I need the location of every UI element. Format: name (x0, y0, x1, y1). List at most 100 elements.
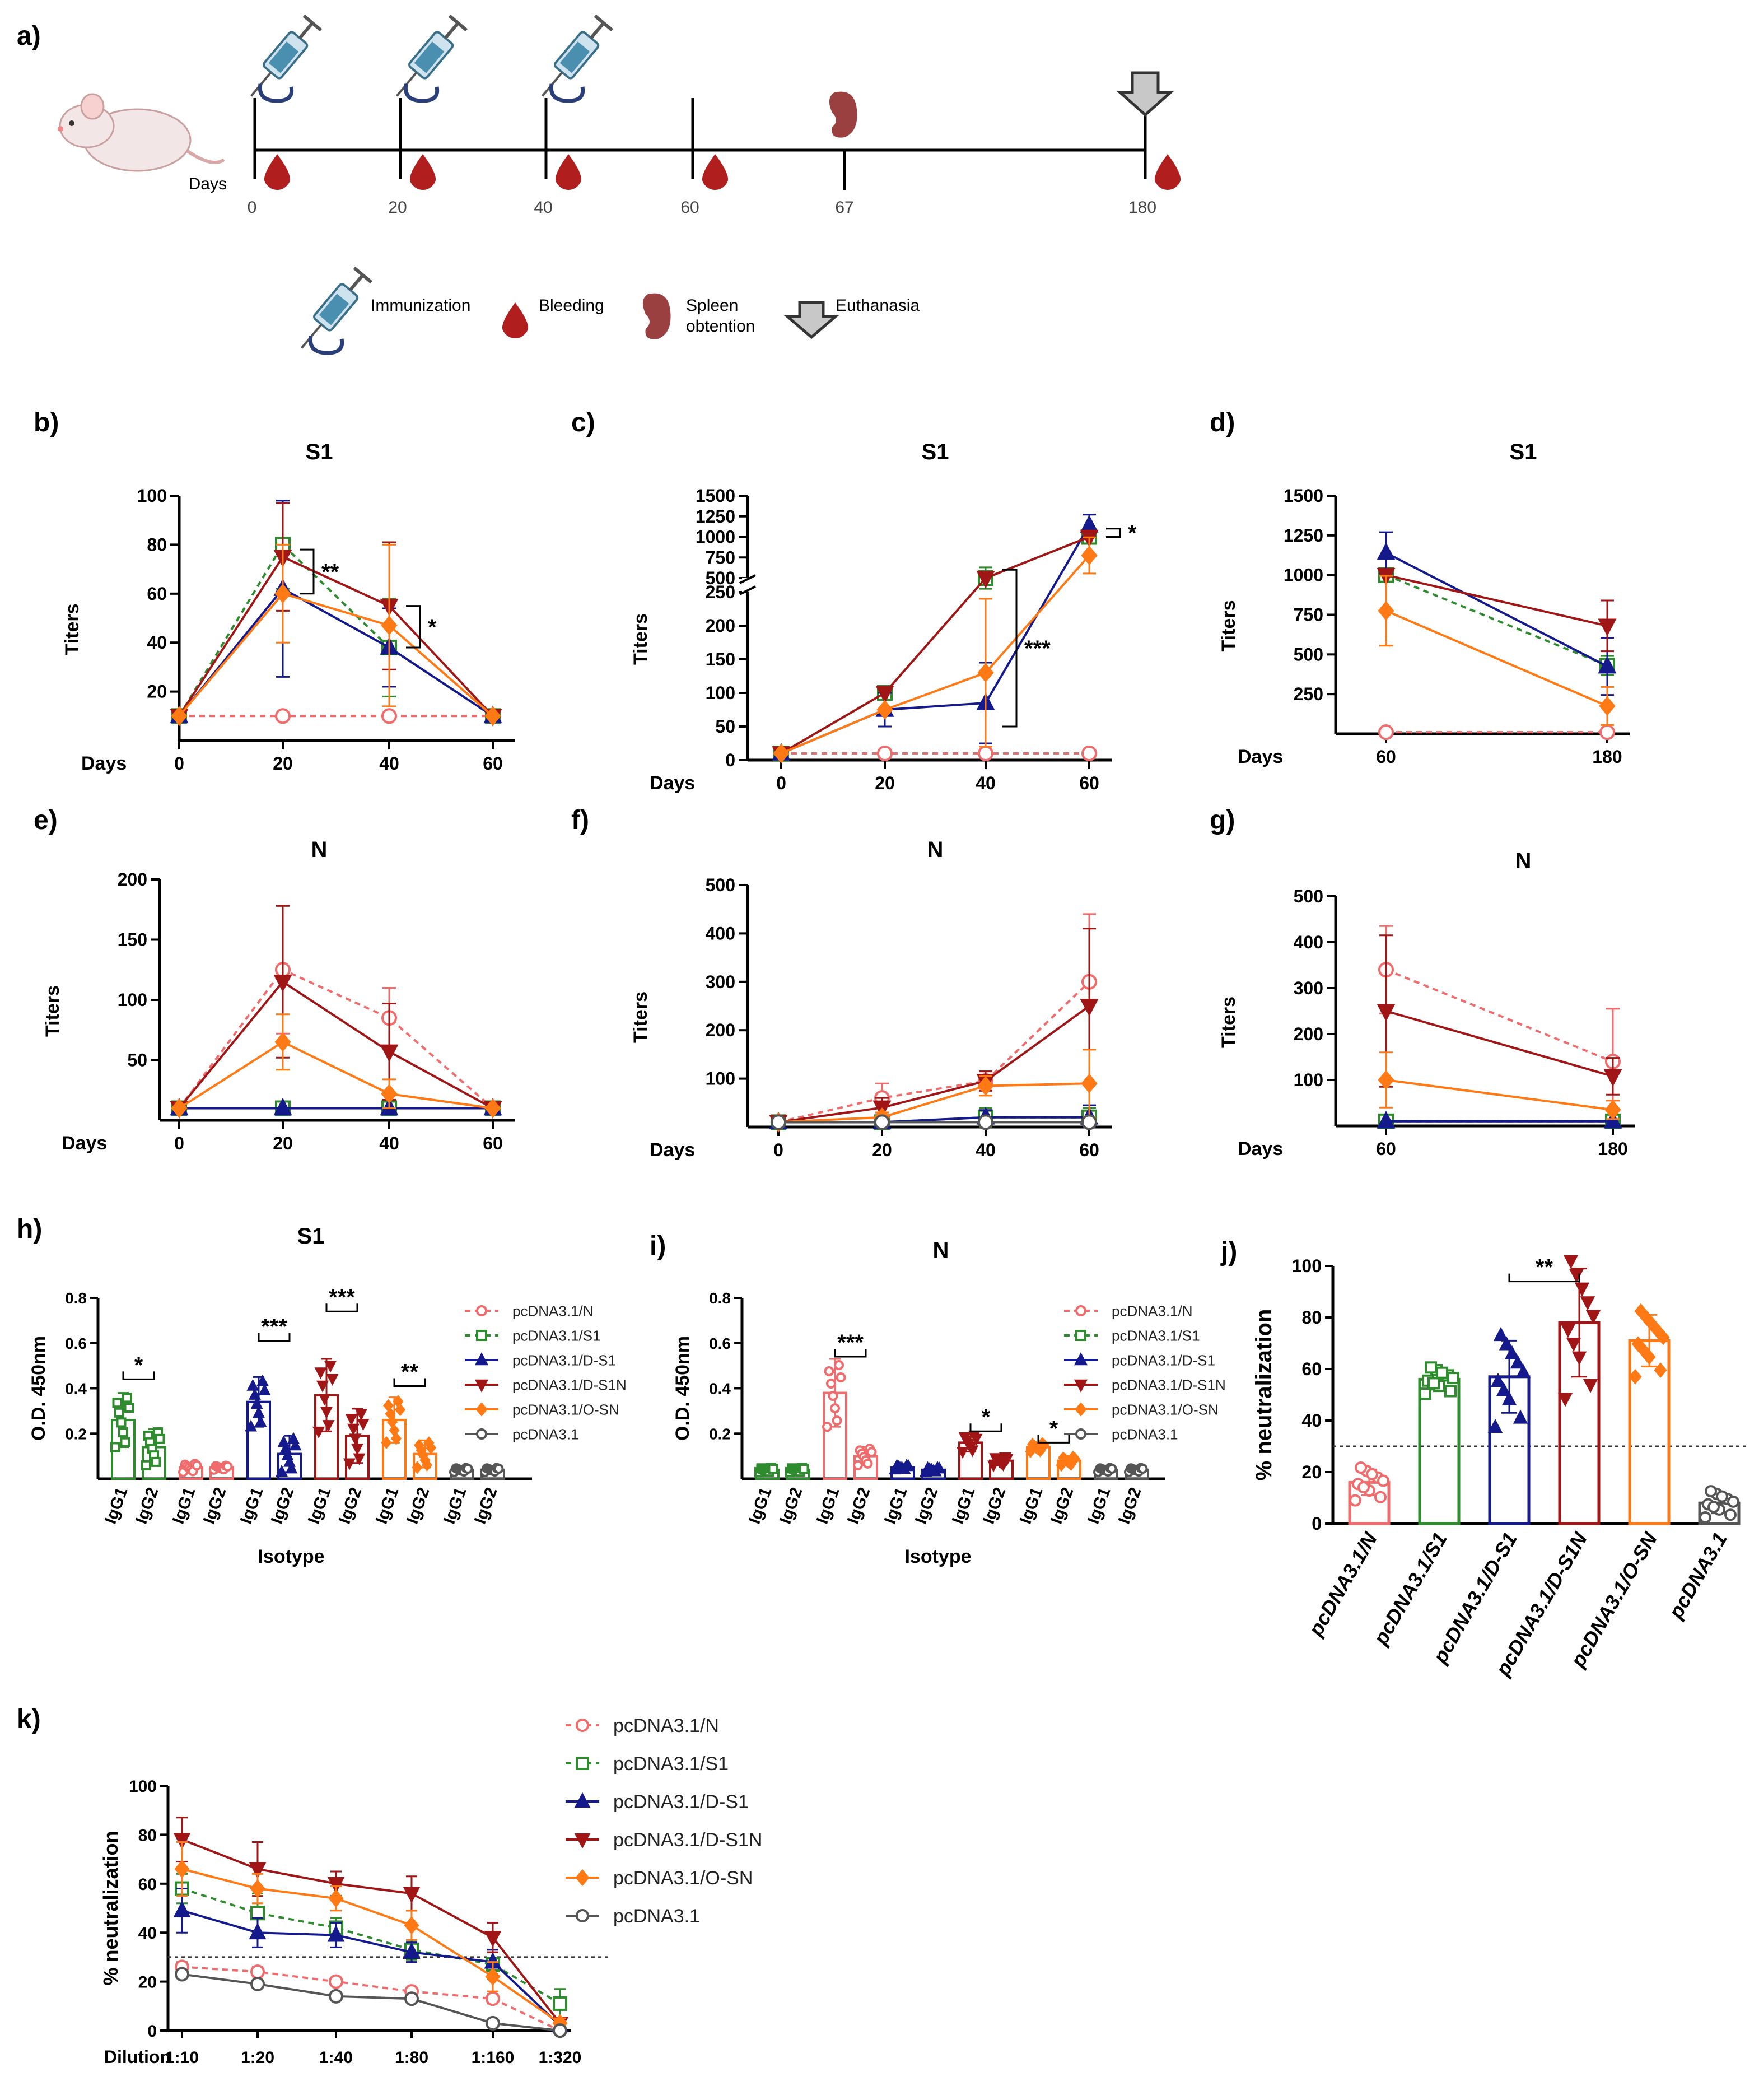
y-tick-label: 100 (706, 683, 735, 703)
data-point (1637, 1343, 1650, 1358)
series-line (178, 543, 494, 717)
x-tick-label: IgG1 (372, 1485, 403, 1526)
y-tick-label: 100 (118, 990, 147, 1010)
series-line (1385, 968, 1613, 1063)
series-line (1385, 552, 1608, 668)
y-tick-label: 0.4 (65, 1380, 87, 1398)
data-point (1603, 1111, 1622, 1129)
data-point (273, 1097, 292, 1116)
data-point (1583, 1379, 1598, 1393)
series-line (181, 1909, 561, 2027)
x-tick-label: 40 (379, 1133, 399, 1153)
day-label: 67 (835, 198, 853, 217)
data-point (1563, 1255, 1579, 1269)
days-label: Days (189, 175, 227, 193)
y-tick-label: 60 (138, 1875, 157, 1894)
legend-marker (474, 1379, 489, 1393)
data-point (347, 1423, 360, 1436)
legend-marker (1075, 1402, 1087, 1417)
series-line (181, 1887, 561, 2005)
data-point (116, 1417, 127, 1428)
data-point (1603, 1069, 1622, 1087)
significance-bracket (834, 1348, 867, 1358)
x-tick-label: IgG1 (1016, 1485, 1047, 1526)
x-axis-label: Isotype (904, 1546, 971, 1567)
data-point (1707, 1501, 1720, 1514)
x-axis-label: Days (1238, 746, 1283, 767)
data-point (394, 1403, 406, 1417)
data-point (192, 1460, 202, 1471)
series-line (178, 587, 494, 717)
euthanasia-arrow-icon (1116, 71, 1174, 117)
significance-label: ** (321, 560, 339, 584)
mouse-icon (58, 93, 225, 172)
x-axis-label: Days (81, 753, 127, 774)
series-line (1385, 609, 1608, 707)
x-tick-label: IgG1 (440, 1485, 470, 1526)
x-tick-label: IgG2 (403, 1485, 433, 1526)
x-tick-label: IgG2 (268, 1485, 298, 1526)
data-point (1599, 696, 1616, 716)
blood-drop-icon (1154, 154, 1181, 190)
data-point (877, 746, 893, 761)
legend-label: pcDNA3.1/O-SN (512, 1401, 619, 1418)
y-tick-label: 100 (129, 1777, 157, 1796)
data-point (1349, 1494, 1361, 1507)
y-tick-label: 0.4 (709, 1380, 731, 1398)
data-point (250, 1397, 263, 1409)
panel-label: c) (571, 408, 595, 437)
data-point (403, 1942, 421, 1959)
legend-label: pcDNA3.1/S1 (512, 1327, 601, 1344)
syringe-icon (302, 268, 372, 353)
data-point (357, 1418, 370, 1431)
data-point (244, 1419, 258, 1432)
legend-label: pcDNA3.1/D-S1N (1112, 1376, 1226, 1393)
x-tick-label: 180 (1592, 747, 1622, 767)
blood-drop-icon (555, 154, 582, 190)
y-axis-label: Titers (1218, 997, 1239, 1048)
panel-label: b) (34, 408, 59, 437)
chart-title: N (311, 837, 328, 862)
chart-e: e) N 50 100 150 200 0 20 40 60 Days Titers (34, 805, 515, 1154)
y-tick-label: 20 (1301, 1462, 1322, 1482)
series-line (778, 981, 1090, 1124)
data-point (316, 1380, 329, 1393)
day-label: 0 (248, 198, 257, 217)
legend-label: pcDNA3.1/N (512, 1302, 594, 1319)
data-point (484, 1931, 502, 1948)
legend-label: pcDNA3.1 (512, 1426, 579, 1442)
data-point (1705, 1485, 1717, 1498)
data-point (902, 1459, 915, 1472)
data-point (1699, 1511, 1711, 1524)
panel-label: f) (571, 805, 589, 835)
legend-label: pcDNA3.1/O-SN (613, 1868, 753, 1889)
data-point (1447, 1372, 1459, 1385)
x-tick-label: IgG1 (881, 1485, 911, 1526)
data-point (826, 1379, 836, 1389)
legend-label: pcDNA3.1/S1 (613, 1753, 729, 1775)
data-point (1557, 1393, 1573, 1407)
legend-marker (574, 1792, 591, 1808)
series-line (778, 1005, 1090, 1124)
day-label: 180 (1128, 198, 1156, 217)
y-axis-label: O.D. 450nm (28, 1336, 49, 1441)
y-tick-label: 400 (1294, 932, 1323, 952)
data-point (110, 1442, 120, 1452)
data-point (933, 1461, 946, 1474)
data-point (834, 1360, 844, 1371)
data-point (328, 1889, 344, 1908)
data-point (966, 1445, 979, 1458)
significance-label: *** (329, 1285, 355, 1310)
data-point (771, 1114, 786, 1130)
data-point (1425, 1361, 1437, 1374)
data-point (249, 1862, 267, 1879)
data-point (1357, 1481, 1370, 1494)
legend-label: pcDNA3.1/O-SN (1112, 1401, 1219, 1418)
data-point (254, 1415, 267, 1427)
x-tick-label: pcDNA3.1/S1 (1369, 1529, 1452, 1649)
data-point (222, 1461, 233, 1472)
panel-label: d) (1210, 408, 1235, 437)
syringe-icon (397, 16, 467, 101)
series-line (178, 555, 494, 717)
